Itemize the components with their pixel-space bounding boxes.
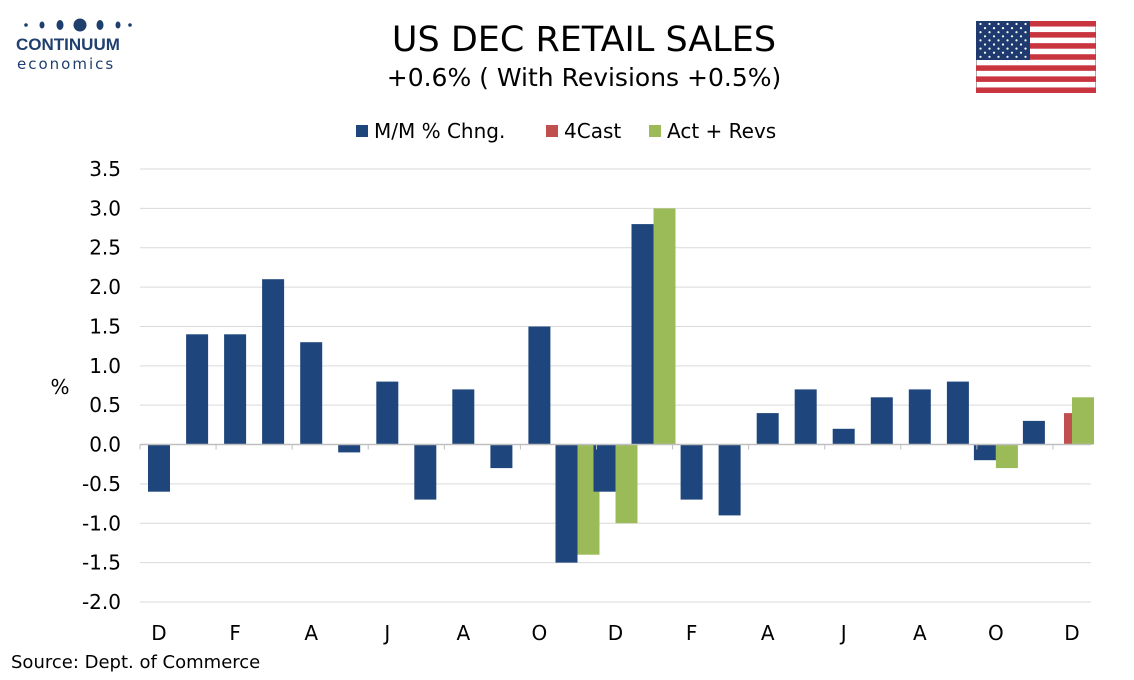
us-flag-icon (976, 21, 1096, 93)
x-tick-label: D (608, 621, 623, 645)
y-tick-label: -0.5 (82, 472, 121, 496)
logo-dots-icon (24, 18, 132, 32)
bar-mm (186, 334, 209, 445)
bar-mm (376, 381, 399, 445)
bar-mm (262, 279, 285, 445)
x-tick-label: O (532, 621, 548, 645)
x-tick-label: F (686, 621, 698, 645)
bar-mm (870, 397, 893, 445)
legend-label-mm: M/M % Chng. (374, 119, 506, 143)
bar-mm (832, 428, 855, 445)
bar-mm (973, 444, 996, 461)
y-tick-label: 0.5 (89, 393, 121, 417)
legend-label-actrev: Act + Revs (667, 119, 777, 143)
source-note: Source: Dept. of Commerce (11, 652, 261, 673)
y-tick-label: 2.5 (89, 236, 121, 260)
x-tick-label: A (913, 621, 927, 645)
bar-mm (593, 444, 616, 492)
logo-subtext: economics (17, 55, 116, 73)
x-tick-label: D (1064, 621, 1079, 645)
x-tick-label: J (839, 621, 847, 645)
y-axis-label: % (50, 375, 69, 399)
bar-actrev (615, 444, 638, 524)
y-tick-label: -1.5 (82, 551, 121, 575)
legend-item-actrev: Act + Revs (649, 119, 776, 143)
chart-title: US DEC RETAIL SALES (391, 20, 777, 60)
bar-mm (680, 444, 703, 500)
bar-mm (528, 326, 551, 445)
bar-mm (1022, 420, 1045, 445)
y-tick-label: -2.0 (82, 590, 121, 614)
y-tick-label: 1.0 (89, 354, 121, 378)
bar-mm (338, 444, 361, 453)
bar-mm (452, 389, 475, 445)
continuum-logo: CONTINUUM economics (14, 14, 134, 74)
legend-swatch-mm (356, 125, 368, 137)
bar-mm (908, 389, 931, 445)
bar-mm (756, 413, 779, 445)
legend-item-mm: M/M % Chng. (356, 119, 505, 143)
x-tick-label: O (988, 621, 1004, 645)
bar-forecast (1064, 413, 1072, 445)
bar-actrev (1072, 397, 1094, 445)
bar-mm (794, 389, 817, 445)
x-tick-label: A (304, 621, 318, 645)
y-tick-label: 3.0 (89, 196, 121, 220)
y-tick-label: 0.0 (89, 433, 121, 457)
bar-mm (555, 444, 578, 563)
y-tick-label: -1.0 (82, 511, 121, 535)
bar-mm (631, 224, 654, 445)
x-tick-label: A (456, 621, 470, 645)
bar-mm (224, 334, 247, 445)
bar-mm (718, 444, 741, 516)
chart-subtitle: +0.6% ( With Revisions +0.5%) (386, 63, 782, 92)
y-tick-label: 2.0 (89, 275, 121, 299)
bar-actrev (653, 208, 676, 445)
y-tick-label: 1.5 (89, 314, 121, 338)
x-tick-label: J (382, 621, 390, 645)
bar-mm (946, 381, 969, 445)
bar-mm (490, 444, 513, 469)
y-tick-label: 3.5 (89, 157, 121, 181)
legend-swatch-actrev (649, 125, 661, 137)
chart-legend: M/M % Chng. 4Cast Act + Revs (0, 119, 1134, 145)
bar-actrev (995, 444, 1018, 469)
legend-swatch-forecast (546, 125, 558, 137)
legend-item-forecast: 4Cast (546, 119, 621, 143)
x-tick-label: A (761, 621, 775, 645)
bar-mm (414, 444, 437, 500)
legend-label-forecast: 4Cast (564, 119, 622, 143)
logo-name: CONTINUUM (16, 35, 120, 54)
x-tick-label: F (229, 621, 241, 645)
bar-mm (300, 342, 323, 445)
bar-mm (148, 444, 170, 492)
x-tick-label: D (151, 621, 166, 645)
